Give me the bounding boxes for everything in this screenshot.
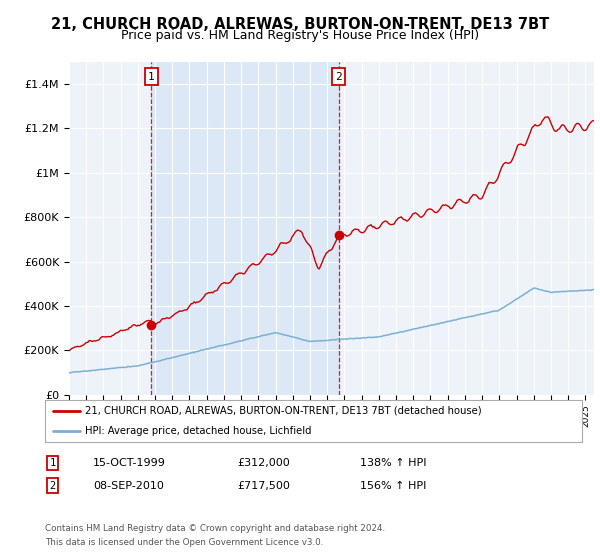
Text: 1: 1	[148, 72, 155, 82]
Text: £717,500: £717,500	[237, 480, 290, 491]
Text: 21, CHURCH ROAD, ALREWAS, BURTON-ON-TRENT, DE13 7BT (detached house): 21, CHURCH ROAD, ALREWAS, BURTON-ON-TREN…	[85, 406, 482, 416]
Text: 2: 2	[335, 72, 342, 82]
Text: 156% ↑ HPI: 156% ↑ HPI	[360, 480, 427, 491]
Text: This data is licensed under the Open Government Licence v3.0.: This data is licensed under the Open Gov…	[45, 538, 323, 547]
Text: 138% ↑ HPI: 138% ↑ HPI	[360, 458, 427, 468]
Text: £312,000: £312,000	[237, 458, 290, 468]
Bar	[151, 62, 339, 395]
Text: HPI: Average price, detached house, Lichfield: HPI: Average price, detached house, Lich…	[85, 426, 312, 436]
Text: 21, CHURCH ROAD, ALREWAS, BURTON-ON-TRENT, DE13 7BT: 21, CHURCH ROAD, ALREWAS, BURTON-ON-TREN…	[51, 17, 549, 32]
Text: 08-SEP-2010: 08-SEP-2010	[93, 480, 164, 491]
Text: 2: 2	[50, 480, 56, 491]
Text: 15-OCT-1999: 15-OCT-1999	[93, 458, 166, 468]
Text: 1: 1	[50, 458, 56, 468]
Text: Price paid vs. HM Land Registry's House Price Index (HPI): Price paid vs. HM Land Registry's House …	[121, 29, 479, 42]
Text: Contains HM Land Registry data © Crown copyright and database right 2024.: Contains HM Land Registry data © Crown c…	[45, 524, 385, 533]
